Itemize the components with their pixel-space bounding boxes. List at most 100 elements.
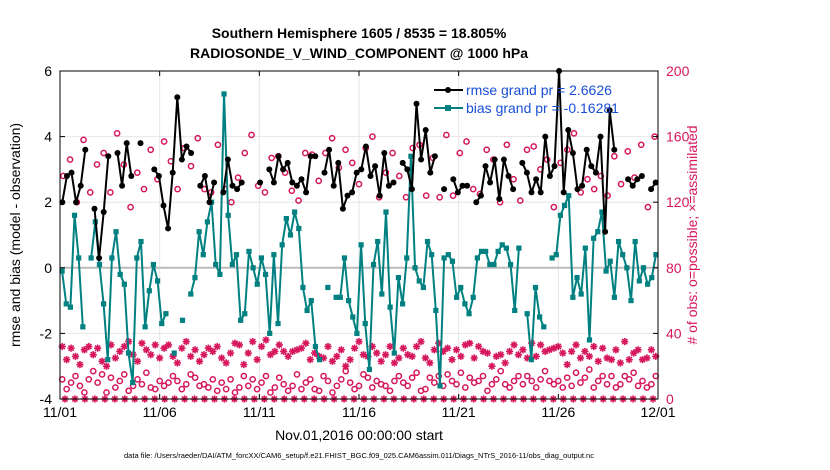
obs-assimilated-point-stroke <box>643 354 651 362</box>
obs-assimilated-point <box>355 338 363 346</box>
obs-possible-upper-point <box>93 161 101 168</box>
rmse-point <box>358 166 365 173</box>
bias-point <box>395 275 402 281</box>
obs-possible-point <box>391 377 398 385</box>
obs-assimilated-point-stroke <box>497 351 504 358</box>
obs-possible-point <box>120 371 128 378</box>
obs-possible-point <box>94 379 102 386</box>
obs-possible-upper-point <box>328 134 336 142</box>
obs-possible-point <box>373 377 381 385</box>
bias-point <box>516 245 522 251</box>
obs-assimilated-point <box>430 346 438 354</box>
obs-possible-upper-point <box>577 189 585 196</box>
rmse-point <box>77 182 84 189</box>
obs-assimilated-point-stroke <box>240 361 247 368</box>
bias-point <box>63 301 69 307</box>
obs-assimilated-point-stroke <box>391 359 398 367</box>
obs-possible-point <box>501 380 509 388</box>
obs-assimilated-point-stroke <box>612 346 620 353</box>
obs-assimilated-point-stroke <box>475 343 482 350</box>
rmse-point <box>123 140 130 147</box>
obs-possible-upper-point <box>422 192 430 199</box>
bias-point <box>420 284 426 291</box>
obs-assimilated-point <box>412 342 421 351</box>
obs-assimilated-point <box>284 352 292 360</box>
rmse-point <box>188 150 195 156</box>
obs-possible-point <box>492 375 500 383</box>
obs-possible-point <box>333 382 341 390</box>
rmse-point <box>569 150 576 156</box>
bias-point <box>217 271 223 277</box>
obs-assimilated-point <box>85 342 93 351</box>
bias-point <box>125 350 132 356</box>
rmse-point <box>487 179 494 186</box>
bias-point <box>121 281 127 287</box>
legend-rmse-label: rmse grand pr = 2.6626 <box>466 82 612 98</box>
obs-assimilated-point-stroke <box>245 349 252 357</box>
rmse-point <box>390 179 397 186</box>
obs-assimilated-point <box>328 357 337 365</box>
bias-point <box>258 255 265 261</box>
rmse-point <box>597 133 604 140</box>
obs-possible-point <box>634 382 642 390</box>
obs-assimilated-point <box>342 362 350 370</box>
obs-possible-upper-point <box>604 192 611 199</box>
obs-assimilated-point-stroke <box>231 340 239 347</box>
obs-possible-point <box>616 380 624 388</box>
obs-possible-upper-point <box>409 144 417 152</box>
rmse-point <box>634 176 641 183</box>
obs-assimilated-point-stroke <box>471 354 478 362</box>
obs-assimilated-point-stroke <box>249 338 256 345</box>
bias-point <box>495 248 501 254</box>
obs-assimilated-point <box>568 347 576 356</box>
rmse-point <box>611 146 618 153</box>
obs-assimilated-point <box>67 344 75 352</box>
rmse-point <box>151 166 158 173</box>
legend-bias-label: bias grand pr = -0.16281 <box>466 100 619 116</box>
obs-assimilated-point-stroke <box>222 359 230 367</box>
bias-point <box>470 294 476 300</box>
obs-assimilated-point-stroke <box>72 353 79 360</box>
obs-assimilated-point-stroke <box>85 343 92 350</box>
rmse-point <box>169 169 176 176</box>
obs-possible-point <box>541 367 549 375</box>
obs-possible-point <box>337 375 345 383</box>
bias-point <box>441 255 447 261</box>
obs-possible-upper-point <box>288 187 296 195</box>
rmse-point <box>234 186 241 193</box>
rmse-point <box>211 179 218 186</box>
obs-possible-point <box>218 379 226 386</box>
obs-assimilated-point-stroke <box>621 338 628 345</box>
rmse-point <box>441 186 448 193</box>
obs-possible-upper-point <box>342 146 349 154</box>
obs-assimilated-point-stroke <box>134 358 141 365</box>
obs-assimilated-point-stroke <box>160 344 168 352</box>
bias-point <box>595 229 601 235</box>
bias-point <box>445 252 451 258</box>
obs-assimilated-point <box>178 344 186 352</box>
obs-possible-upper-point <box>261 189 269 196</box>
rmse-point <box>344 192 351 199</box>
obs-possible-upper-point <box>590 185 598 193</box>
obs-assimilated-point <box>537 341 545 349</box>
left-axis: -4 -2 0 2 4 6 <box>40 63 65 407</box>
rmse-point <box>238 179 245 186</box>
bias-point <box>624 265 630 271</box>
obs-possible-point <box>182 380 190 388</box>
y-axis-label-left: rmse and bias (model - observation) <box>7 123 23 347</box>
obs-assimilated-point <box>195 357 204 365</box>
obs-assimilated-point <box>634 346 642 354</box>
obs-possible-point <box>98 371 106 378</box>
bias-point <box>599 209 605 215</box>
obs-assimilated-point <box>408 352 416 360</box>
footer-text: data file: /Users/raeder/DAI/ATM_forcXX/… <box>124 451 594 460</box>
bias-point <box>391 350 397 356</box>
obs-assimilated-point-stroke <box>138 340 146 347</box>
obs-possible-point <box>205 384 212 391</box>
obs-assimilated-point <box>116 347 124 356</box>
rmse-point <box>551 163 558 170</box>
obs-possible-point <box>581 374 589 382</box>
bias-point <box>179 317 186 323</box>
obs-possible-point <box>191 374 199 382</box>
obs-possible-upper-point <box>597 172 605 180</box>
